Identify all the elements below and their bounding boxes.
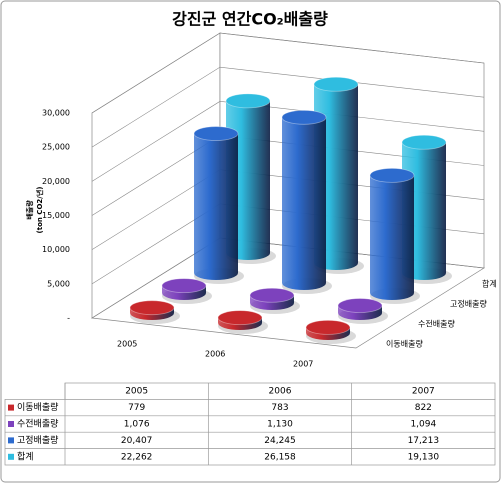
cylinder	[305, 319, 356, 344]
y-tick-label: 30,000	[42, 109, 70, 118]
cylinder-top	[281, 109, 327, 125]
cylinder	[337, 298, 388, 324]
grid-line	[91, 32, 485, 114]
legend-label: 수전배출량	[17, 418, 58, 430]
y-tick-label: 5,000	[47, 279, 70, 288]
cylinder-top	[337, 298, 383, 313]
cylinder	[129, 300, 180, 324]
cylinder-top	[217, 310, 263, 326]
cylinder-body	[194, 133, 238, 280]
cylinder-top	[401, 134, 447, 150]
table-cell: 822	[415, 403, 432, 413]
cylinder	[193, 126, 244, 284]
y-tick-label: 15,000	[42, 211, 70, 220]
depth-tick-label: 합계	[482, 279, 497, 289]
table-cell: 22,262	[121, 452, 153, 462]
cylinder	[281, 109, 332, 294]
x-tick-label: 2007	[293, 360, 313, 369]
legend-label: 고정배출량	[17, 434, 58, 446]
table-cell: 19,130	[408, 452, 440, 462]
table-cell: 1,130	[267, 420, 293, 430]
cylinder-body	[370, 175, 414, 300]
legend-swatch	[8, 437, 14, 444]
table-cell: 17,213	[408, 436, 440, 446]
y-tick-label: 25,000	[42, 143, 70, 152]
depth-tick-label: 고정배출량	[450, 299, 487, 309]
table-cell: 26,158	[264, 452, 296, 462]
cylinder-top	[193, 126, 239, 141]
depth-tick-label: 수전배출량	[418, 319, 455, 329]
legend-label: 이동배출량	[17, 401, 58, 413]
table-header: 2006	[269, 387, 292, 397]
table-header: 2005	[125, 387, 148, 397]
grid-line	[91, 66, 485, 148]
cylinder-top	[305, 319, 351, 335]
y-label: 배출량	[25, 200, 34, 220]
legend-label: 합계	[17, 450, 34, 462]
cylinder-top	[161, 278, 207, 294]
table-cell: 24,245	[264, 436, 296, 446]
cylinder-top	[313, 76, 359, 92]
cylinder-top	[225, 93, 271, 109]
y-label-unit: (ton CO2/년)	[35, 187, 44, 234]
grid-line	[91, 101, 485, 182]
cylinder-top	[129, 300, 175, 316]
x-tick-label: 2005	[117, 340, 137, 349]
y-tick-label: 20,000	[42, 177, 70, 186]
y-tick-label: 10,000	[42, 245, 70, 254]
table-cell: 20,407	[121, 436, 153, 446]
y-axis-title: 배출량 (ton CO2/년)	[25, 187, 44, 234]
legend-swatch	[8, 404, 14, 411]
table-cell: 783	[271, 403, 288, 413]
y-tick-label: -	[67, 314, 70, 323]
cylinder-top	[369, 167, 415, 183]
legend-swatch	[8, 453, 14, 460]
cylinder-top	[249, 287, 295, 303]
table-cell: 1,094	[410, 420, 436, 430]
cylinder-body	[282, 117, 326, 290]
table-cell: 779	[128, 403, 145, 413]
depth-tick-label: 이동배출량	[386, 339, 423, 349]
cylinder	[369, 167, 420, 304]
cylinder	[249, 287, 300, 314]
cylinder	[161, 278, 212, 304]
cylinder	[217, 310, 268, 334]
chart-title: 강진군 연간CO₂배출량	[172, 10, 328, 29]
table-cell: 1,076	[124, 420, 150, 430]
x-tick-label: 2006	[205, 350, 225, 359]
table-header: 2007	[412, 387, 435, 397]
legend-swatch	[8, 421, 14, 427]
